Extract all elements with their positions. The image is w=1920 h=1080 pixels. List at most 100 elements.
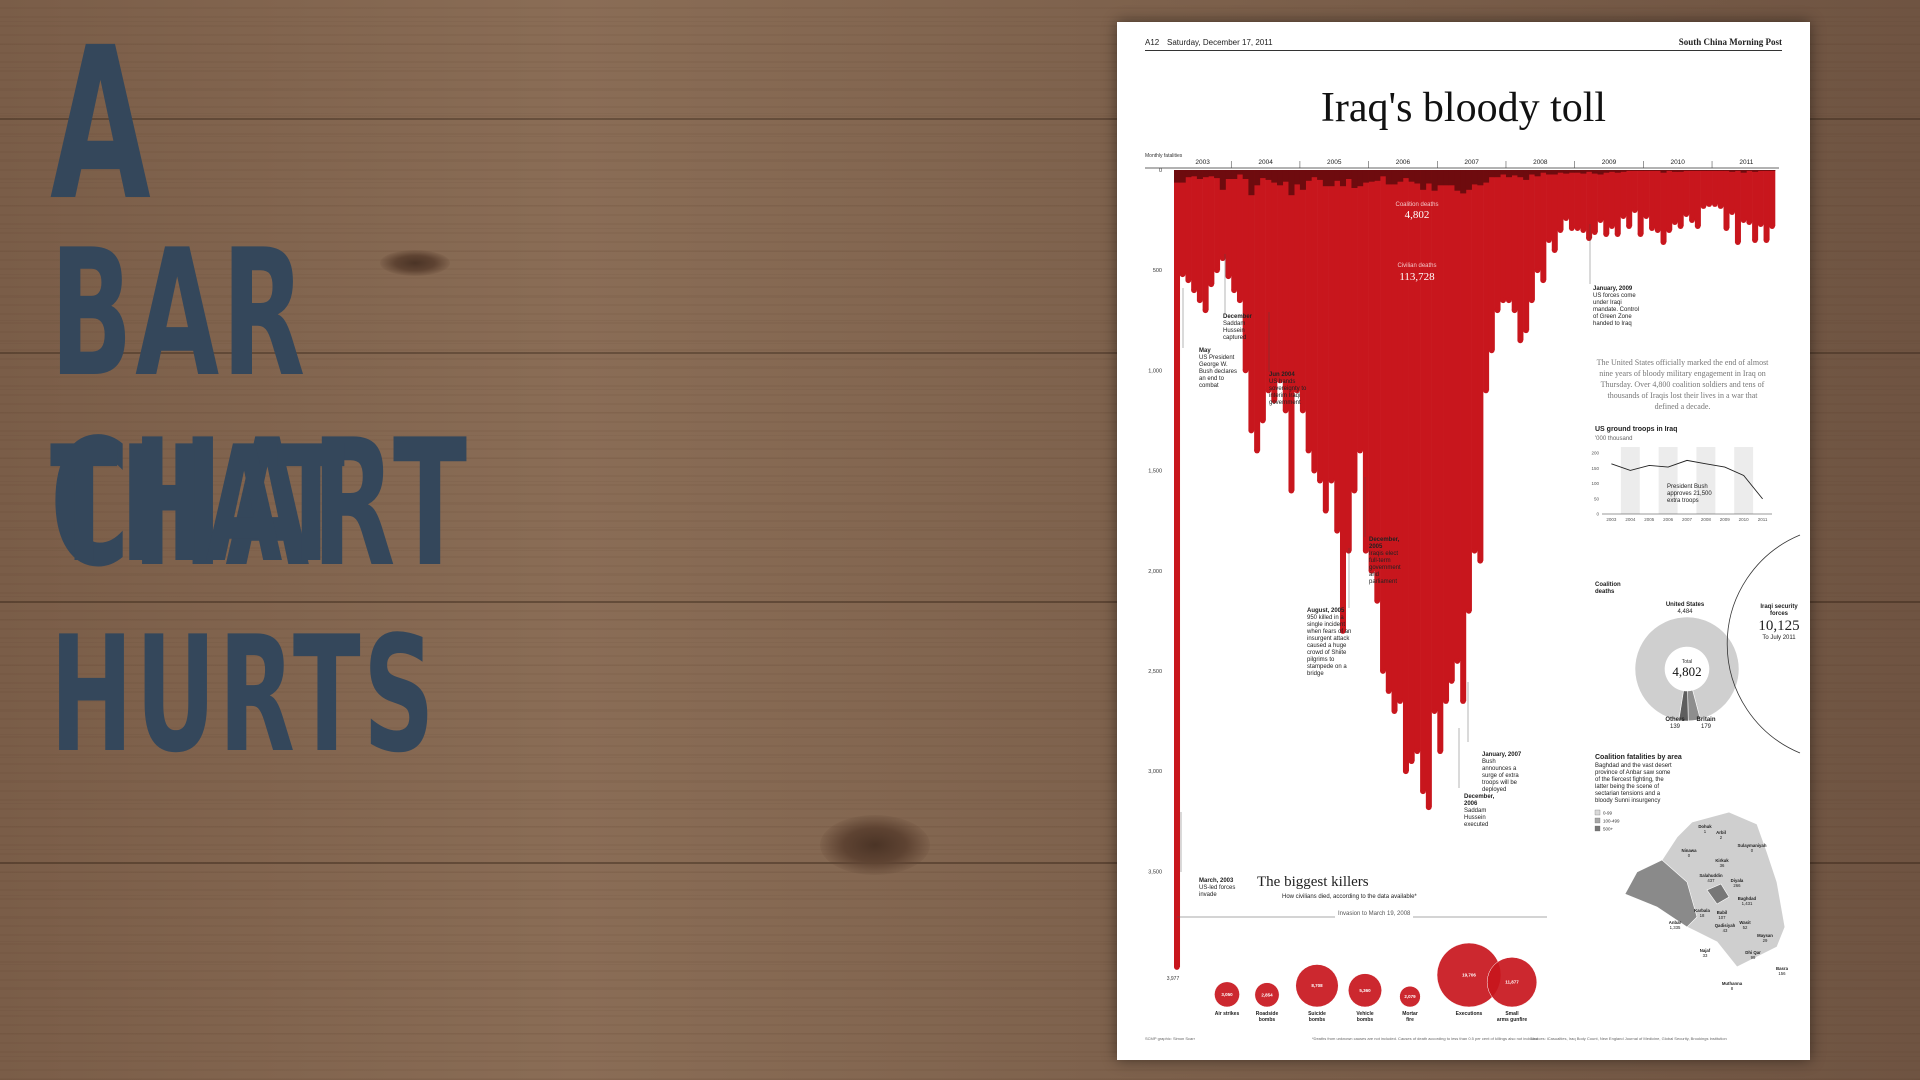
map-region-value: 33 [1703, 953, 1708, 958]
coalition-bar [1214, 170, 1221, 179]
y-tick-label: 0 [1159, 168, 1162, 174]
civilian-bar [1374, 170, 1381, 601]
civilian-bar [1420, 170, 1427, 792]
map-region-value: 99 [1751, 955, 1756, 960]
drip-end [1368, 567, 1375, 574]
map-region-name: Basra [1776, 966, 1789, 971]
coalition-bar [1717, 170, 1724, 171]
y-tick-label: 500 [1153, 268, 1162, 274]
coalition-bar [1242, 170, 1249, 179]
drip-end [1254, 447, 1260, 454]
killers-period: Invasion to March 19, 2008 [1335, 911, 1414, 918]
map-region-value: 1,335 [1670, 925, 1681, 930]
civilian-bar [1523, 170, 1530, 331]
killer-bubble-value: 3,050 [1221, 992, 1233, 997]
drip-end [1763, 237, 1770, 244]
coalition-bar [1694, 170, 1701, 171]
civilian-bar [1236, 170, 1243, 301]
civilian-bar [1305, 170, 1312, 451]
drip-end [1649, 225, 1655, 231]
drip-end [1534, 267, 1541, 274]
coalition-bar [1254, 170, 1261, 186]
drip-end [1385, 688, 1392, 694]
coalition-bar [1689, 170, 1696, 171]
killer-bubble [1348, 973, 1382, 1008]
coalition-bar [1408, 170, 1415, 182]
civilian-bar [1391, 170, 1398, 712]
map-text: Baghdad and the vast desert province of … [1595, 763, 1672, 804]
coalition-bar [1311, 170, 1318, 178]
troops-x-tick: 2008 [1701, 517, 1712, 522]
intro-paragraph: The United States officially marked the … [1596, 358, 1769, 411]
coalition-bar [1603, 170, 1610, 173]
coalition-bar [1563, 170, 1570, 174]
killers-title: The biggest killers [1257, 874, 1369, 890]
coalition-bar [1626, 170, 1633, 171]
civilian-bar [1540, 170, 1547, 281]
annotation-stampede: August, 2005 950 killed in a single incid… [1307, 608, 1352, 677]
drip-end [1746, 219, 1753, 225]
drip-end [1460, 698, 1466, 704]
drip-end [1322, 507, 1329, 514]
coalition-bar [1511, 170, 1518, 176]
civilian-bar [1322, 170, 1329, 511]
drip-end [1362, 547, 1369, 554]
drip-end [1391, 708, 1398, 714]
coalition-bar [1654, 170, 1661, 171]
killer-label: fire [1406, 1017, 1414, 1023]
headline-line-1: A [50, 2, 154, 247]
coalition-bar [1683, 170, 1690, 171]
drip-end [1671, 219, 1678, 225]
coalition-bar [1540, 170, 1547, 173]
civilian-bar [1334, 170, 1341, 531]
killers-subtitle: How civilians died, according to the dat… [1282, 894, 1417, 900]
coalition-bar [1431, 170, 1438, 191]
civilian-bar [1614, 170, 1621, 235]
wood-seam [0, 862, 1920, 864]
civilian-bar [1265, 170, 1272, 391]
drip-end [1420, 788, 1426, 795]
coalition-bar [1402, 170, 1409, 179]
civilian-bar [1586, 170, 1593, 239]
coalition-bar [1483, 170, 1490, 183]
coalition-bar [1729, 170, 1736, 172]
drip-end [1231, 287, 1237, 294]
civilian-bar [1179, 170, 1186, 275]
civilian-bar [1671, 170, 1678, 223]
footer-sources: Sources: iCasualties, Iraq Body Count, N… [1530, 1036, 1727, 1041]
drip-end [1294, 387, 1300, 394]
coalition-bar [1414, 170, 1421, 184]
map-region-name: Muthanna [1722, 981, 1743, 986]
coalition-bar [1597, 170, 1604, 175]
civilian-bar [1174, 170, 1181, 967]
civilian-bar [1631, 170, 1638, 211]
drip-end [1694, 223, 1701, 229]
coalition-bar [1420, 170, 1427, 190]
drip-end [1248, 427, 1255, 434]
killer-label: Small [1505, 1011, 1519, 1017]
troops-chart-unit: '000 thousand [1595, 436, 1633, 442]
coalition-bar [1580, 170, 1587, 174]
coalition-bar [1294, 170, 1301, 185]
killer-label: arms gunfire [1497, 1017, 1528, 1023]
coalition-bar [1185, 170, 1192, 178]
coalition-bar [1454, 170, 1461, 191]
coalition-bar [1339, 170, 1347, 187]
drip-end [1654, 227, 1661, 233]
drip-end [1517, 337, 1524, 344]
coalition-bar [1568, 170, 1575, 173]
coalition-bar [1763, 170, 1770, 171]
civilian-bar [1534, 170, 1541, 271]
drip-end [1580, 227, 1587, 233]
map-region-name: Kirkuk [1715, 858, 1729, 863]
civilian-bar [1214, 170, 1221, 271]
map-region-name: Salahuddin [1699, 873, 1723, 878]
pie-label-us: United States 4,484 [1665, 602, 1705, 615]
drip-end [1317, 477, 1323, 484]
civilian-bar [1339, 170, 1347, 631]
civilian-bar [1649, 170, 1656, 229]
newspaper-title: Iraq's bloody toll [1320, 85, 1607, 131]
civilian-bar [1620, 170, 1627, 217]
drip-end [1546, 237, 1552, 244]
coalition-bar [1225, 170, 1232, 179]
